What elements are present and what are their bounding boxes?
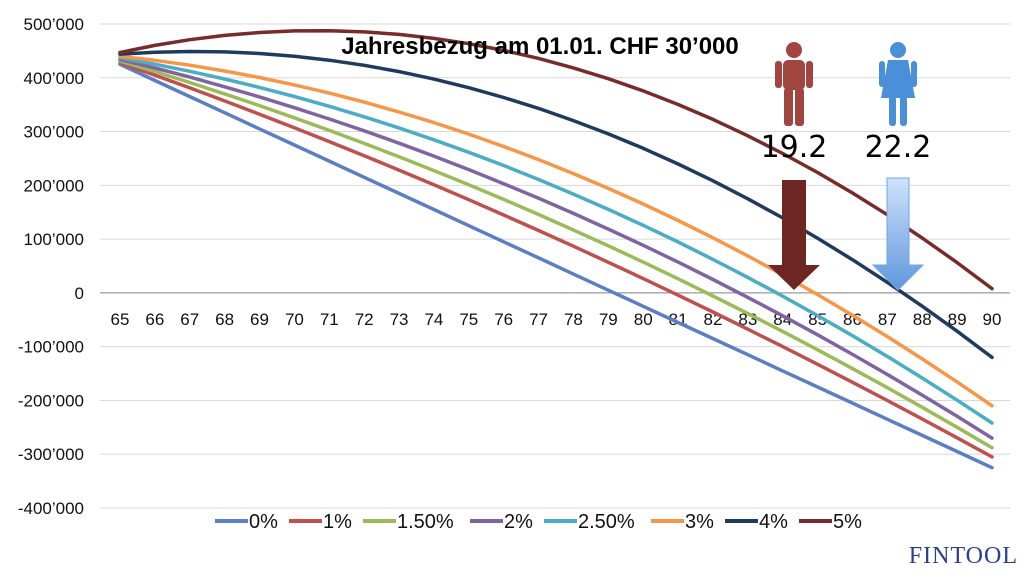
series-line	[118, 28, 994, 291]
x-axis: 65 66 67 68 69 70 71 72 73 74 75 76 77 78 79 80 81 82 83 84…	[111, 310, 1002, 329]
y-tick-label: 0	[75, 284, 84, 303]
x-tick-label: 69	[250, 310, 269, 329]
x-tick-label: 79	[599, 310, 618, 329]
legend-label: 4%	[759, 511, 788, 533]
male-figure-icon	[775, 42, 813, 126]
legend-label: 2%	[504, 511, 533, 533]
legend-item: 3%	[651, 511, 714, 533]
legend: 0% 1% 1.50% 2% 2.50% 3% 4% 5%	[215, 511, 862, 533]
y-tick-label: 300’000	[23, 123, 84, 142]
series-line	[118, 57, 994, 440]
series-line	[118, 59, 994, 450]
female-figure-icon	[879, 42, 917, 126]
legend-label: 3%	[685, 511, 714, 533]
x-tick-label: 89	[948, 310, 967, 329]
legend-item: 2%	[470, 511, 533, 533]
x-tick-label: 90	[983, 310, 1002, 329]
y-tick-label: 100’000	[23, 230, 84, 249]
x-tick-label: 88	[913, 310, 932, 329]
legend-item: 4%	[725, 511, 788, 533]
x-tick-label: 71	[320, 310, 339, 329]
x-tick-label: 75	[459, 310, 478, 329]
series-line	[118, 62, 994, 470]
x-tick-label: 74	[424, 310, 443, 329]
legend-label: 2.50%	[578, 511, 635, 533]
x-tick-label: 67	[180, 310, 199, 329]
x-tick-label: 86	[843, 310, 862, 329]
y-tick-label: -400’000	[18, 499, 84, 518]
series-line	[118, 49, 994, 360]
x-tick-label: 70	[285, 310, 304, 329]
x-tick-label: 72	[355, 310, 374, 329]
x-tick-label: 66	[145, 310, 164, 329]
legend-item: 0%	[215, 511, 278, 533]
y-tick-label: -100’000	[18, 338, 84, 357]
x-tick-label: 65	[111, 310, 130, 329]
female-annotation: 22.2	[865, 42, 932, 291]
y-tick-label: 500’000	[23, 15, 84, 34]
x-tick-label: 80	[634, 310, 653, 329]
y-tick-label: 400’000	[23, 69, 84, 88]
y-tick-label: -200’000	[18, 391, 84, 410]
x-tick-label: 78	[564, 310, 583, 329]
series-lines	[118, 28, 994, 470]
male-annotation: 19.2	[761, 42, 828, 290]
legend-item: 2.50%	[544, 511, 635, 533]
legend-label: 0%	[249, 511, 278, 533]
down-arrow-icon	[871, 177, 925, 291]
fintool-logo: FINTOOL	[909, 543, 1018, 569]
legend-item: 1%	[289, 511, 352, 533]
y-axis: 500’000 400’000 300’000 200’000 100’000 0 -100…	[18, 15, 84, 518]
x-tick-label: 77	[529, 310, 548, 329]
legend-label: 1.50%	[397, 511, 454, 533]
female-annotation-value: 22.2	[865, 130, 932, 165]
series-line	[118, 56, 994, 425]
y-tick-label: 200’000	[23, 176, 84, 195]
x-tick-label: 76	[494, 310, 513, 329]
x-tick-label: 68	[215, 310, 234, 329]
x-tick-label: 73	[390, 310, 409, 329]
male-annotation-value: 19.2	[761, 130, 828, 165]
legend-label: 5%	[833, 511, 862, 533]
down-arrow-icon	[768, 180, 820, 290]
legend-item: 1.50%	[363, 511, 454, 533]
y-tick-label: -300’000	[18, 445, 84, 464]
chart-title: Jahresbezug am 01.01. CHF 30’000	[341, 33, 739, 60]
legend-item: 5%	[799, 511, 862, 533]
legend-label: 1%	[323, 511, 352, 533]
series-line	[118, 60, 994, 459]
series-line	[118, 54, 994, 408]
x-tick-label: 87	[878, 310, 897, 329]
